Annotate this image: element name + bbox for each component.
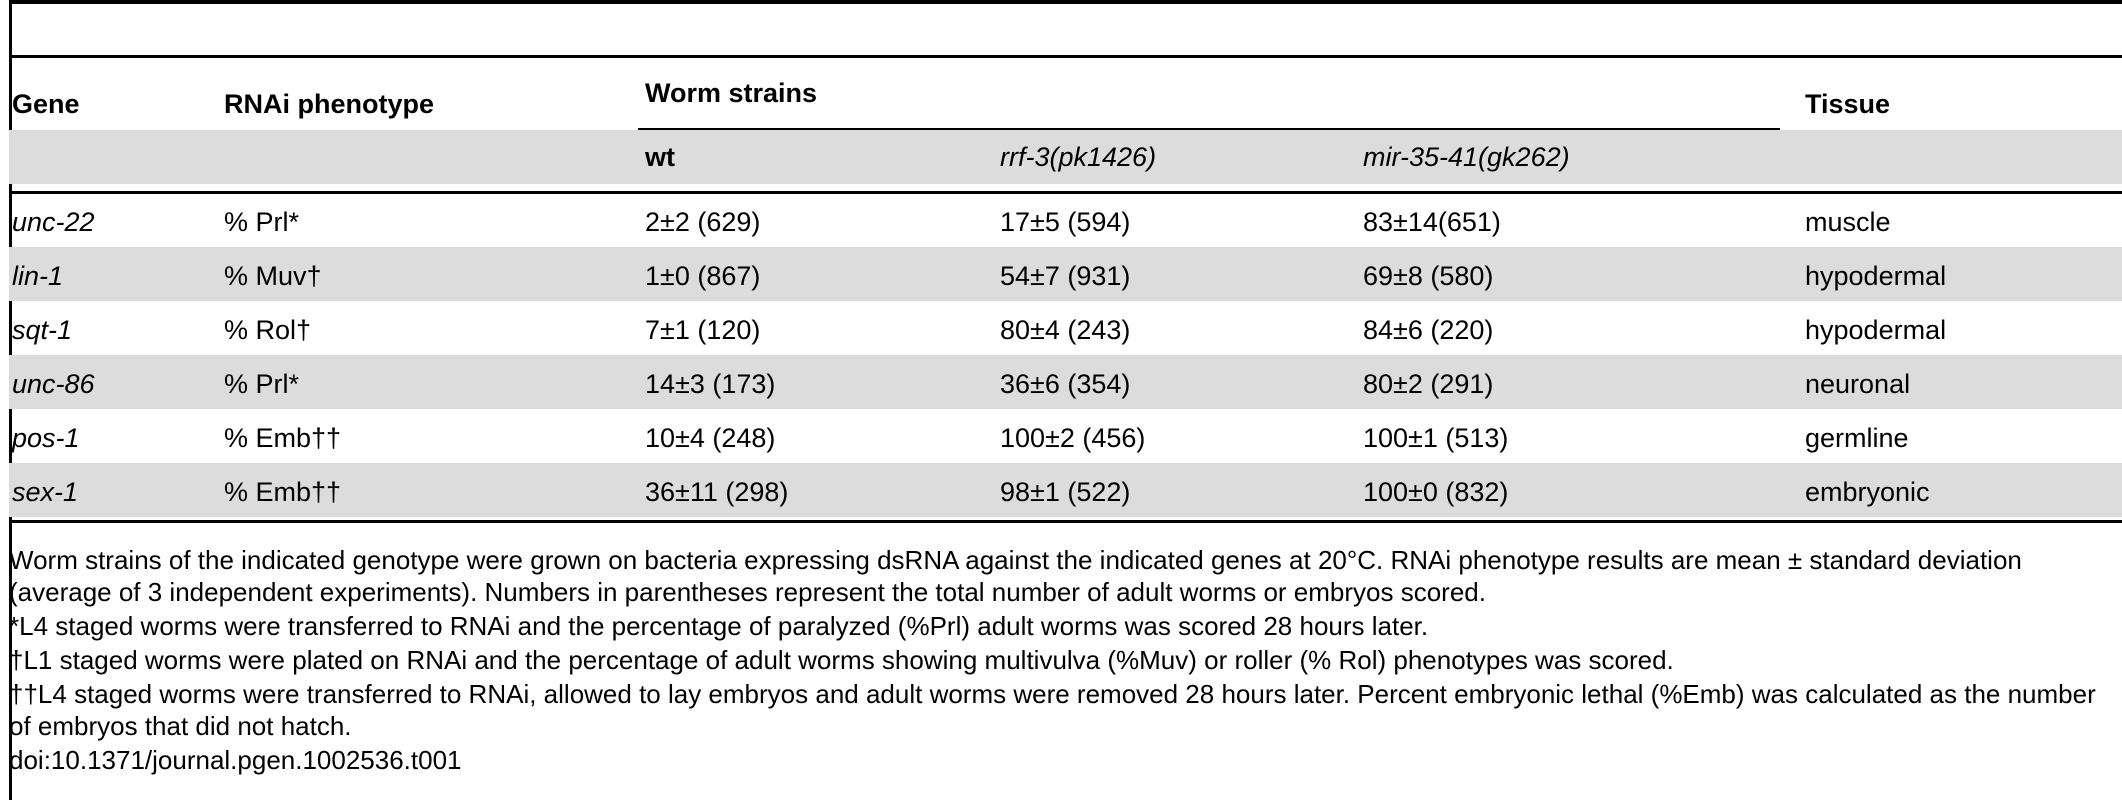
row-shade-lin-1	[9, 247, 2122, 301]
cell-wt-sqt-1: 7±1 (120)	[645, 315, 761, 345]
footnote-main: Worm strains of the indicated genotype w…	[9, 545, 2022, 607]
cell-tissue-sex-1: embryonic	[1805, 477, 1930, 507]
cell-tissue-lin-1: hypodermal	[1805, 261, 1947, 291]
cell-gene-unc-22: unc-22	[12, 207, 95, 237]
cell-phenotype-unc-86: % Prl*	[224, 369, 300, 399]
cell-rrf-3-unc-22: 17±5 (594)	[1000, 207, 1131, 237]
cell-tissue-pos-1: germline	[1805, 423, 1909, 453]
cell-gene-lin-1: lin-1	[12, 261, 64, 291]
row-shade-sex-1	[9, 463, 2122, 517]
cell-rrf-3-lin-1: 54±7 (931)	[1000, 261, 1131, 291]
cell-wt-unc-86: 14±3 (173)	[645, 369, 776, 399]
cell-gene-unc-86: unc-86	[12, 369, 95, 399]
header-wt: wt	[645, 142, 675, 172]
cell-wt-sex-1: 36±11 (298)	[645, 477, 789, 507]
doi-link[interactable]: doi:10.1371/journal.pgen.1002536.t001	[9, 745, 462, 775]
header-worm-strains: Worm strains	[645, 78, 818, 108]
cell-mir-pos-1: 100±1 (513)	[1363, 423, 1509, 453]
cell-mir-unc-22: 83±14(651)	[1363, 207, 1501, 237]
row-shade-unc-86	[9, 355, 2122, 409]
cell-mir-unc-86: 80±2 (291)	[1363, 369, 1494, 399]
top-border	[9, 0, 2122, 4]
subheader-shade	[9, 130, 2122, 184]
footnote-dagger: †L1 staged worms were plated on RNAi and…	[9, 645, 1674, 675]
cell-phenotype-lin-1: % Muv†	[224, 261, 322, 291]
cell-tissue-unc-22: muscle	[1805, 207, 1891, 237]
cell-phenotype-pos-1: % Emb††	[224, 423, 342, 453]
cell-phenotype-sqt-1: % Rol†	[224, 315, 312, 345]
table-top-rule	[9, 55, 2122, 58]
cell-mir-sqt-1: 84±6 (220)	[1363, 315, 1494, 345]
table-header-bottom-rule	[9, 191, 2122, 194]
cell-tissue-unc-86: neuronal	[1805, 369, 1911, 399]
cell-rrf-3-unc-86: 36±6 (354)	[1000, 369, 1131, 399]
cell-wt-unc-22: 2±2 (629)	[645, 207, 761, 237]
cell-rrf-3-sex-1: 98±1 (522)	[1000, 477, 1131, 507]
table-footnotes: Worm strains of the indicated genotype w…	[9, 544, 2122, 778]
header-mir-35-41: mir-35-41(gk262)	[1363, 142, 1570, 172]
cell-wt-pos-1: 10±4 (248)	[645, 423, 776, 453]
cell-gene-sex-1: sex-1	[12, 477, 79, 507]
cell-gene-pos-1: pos-1	[12, 423, 80, 453]
cell-rrf-3-pos-1: 100±2 (456)	[1000, 423, 1146, 453]
cell-gene-sqt-1: sqt-1	[12, 315, 73, 345]
cell-wt-lin-1: 1±0 (867)	[645, 261, 761, 291]
footnote-star: *L4 staged worms were transferred to RNA…	[9, 611, 1429, 641]
cell-phenotype-sex-1: % Emb††	[224, 477, 342, 507]
cell-tissue-sqt-1: hypodermal	[1805, 315, 1947, 345]
header-tissue: Tissue	[1805, 89, 1891, 119]
cell-rrf-3-sqt-1: 80±4 (243)	[1000, 315, 1131, 345]
worm-strains-underline	[638, 128, 1780, 130]
footnote-double-dagger: ††L4 staged worms were transferred to RN…	[9, 679, 2096, 741]
cell-phenotype-unc-22: % Prl*	[224, 207, 300, 237]
header-rrf-3: rrf-3(pk1426)	[1000, 142, 1157, 172]
header-rnai-phenotype: RNAi phenotype	[224, 89, 435, 119]
table-bottom-rule	[9, 520, 2122, 523]
cell-mir-lin-1: 69±8 (580)	[1363, 261, 1494, 291]
header-gene: Gene	[12, 89, 80, 119]
cell-mir-sex-1: 100±0 (832)	[1363, 477, 1509, 507]
